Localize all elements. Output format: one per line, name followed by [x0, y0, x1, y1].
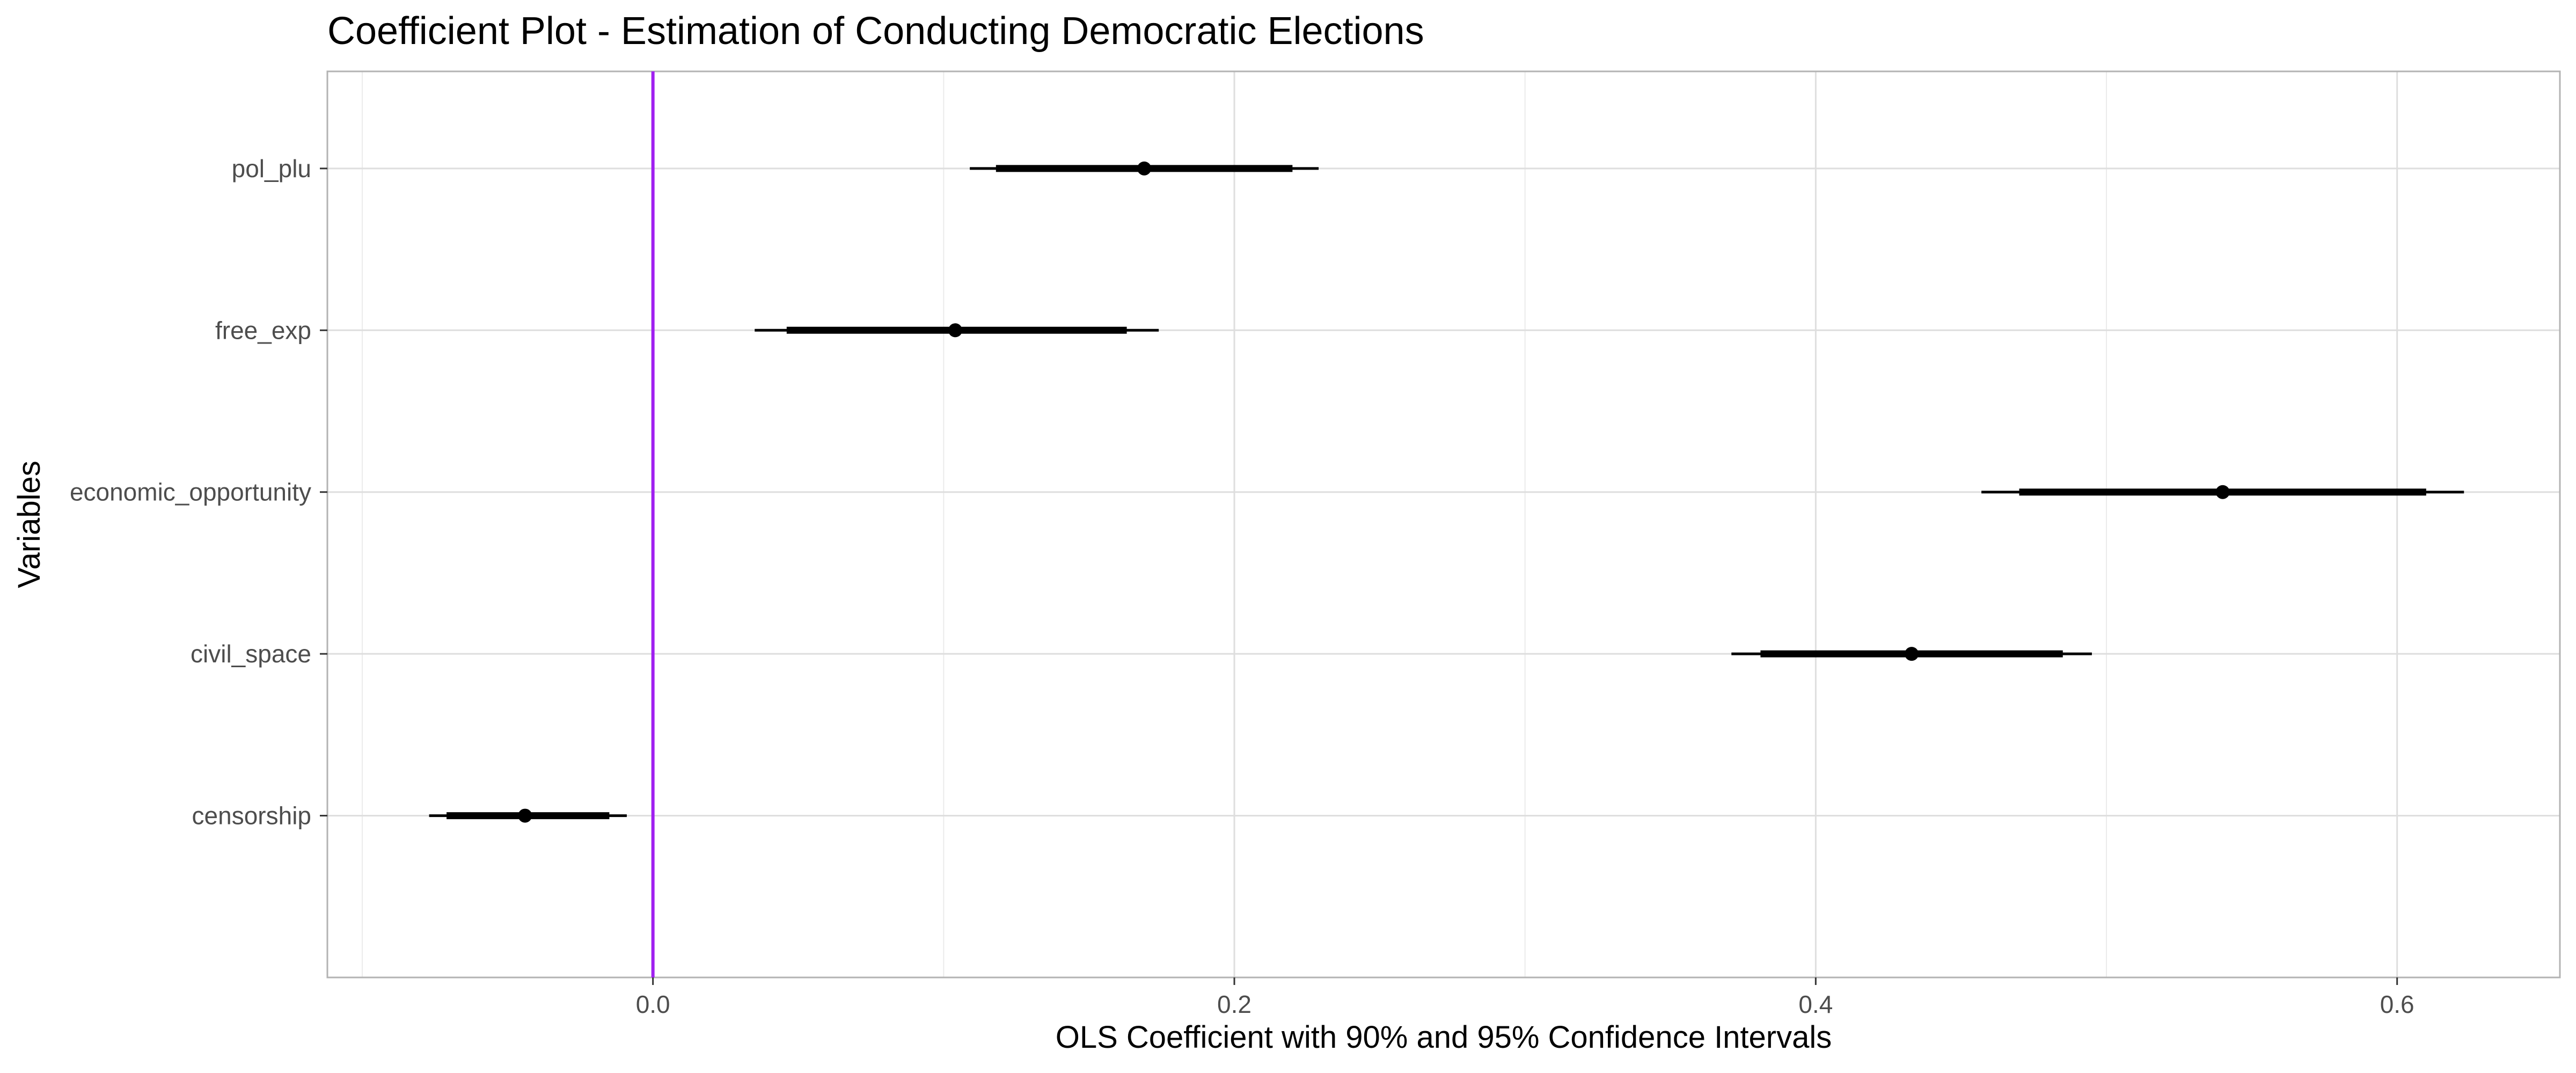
y-tick-label: pol_plu	[232, 155, 311, 183]
x-tick-label: 0.4	[1798, 990, 1833, 1018]
estimate-point	[1137, 161, 1152, 176]
y-axis-title: Variables	[12, 461, 47, 588]
y-tick-label: censorship	[192, 802, 311, 830]
x-axis-tick-labels: 0.0 0.2 0.4 0.6	[636, 977, 2414, 1018]
x-axis-title: OLS Coefficient with 90% and 95% Confide…	[1056, 1020, 1832, 1055]
coefficient-row-censorship	[429, 808, 627, 823]
estimate-point	[518, 808, 532, 823]
y-tick-label: economic_opportunity	[70, 478, 311, 506]
coefficient-row-pol_plu	[970, 161, 1319, 176]
estimate-point	[948, 323, 962, 338]
x-tick-label: 0.0	[636, 990, 670, 1018]
chart-title: Coefficient Plot - Estimation of Conduct…	[327, 10, 1424, 53]
coefficient-row-economic_opportunity	[1981, 485, 2464, 499]
y-axis-tick-labels: pol_plu free_exp economic_opportunitycivil…	[70, 155, 327, 830]
y-tick-label: civil_space	[191, 640, 311, 668]
x-tick-label: 0.6	[2380, 990, 2414, 1018]
coefficient-row-civil_space	[1731, 647, 2092, 661]
x-tick-label: 0.2	[1217, 990, 1252, 1018]
estimate-point	[2215, 485, 2230, 499]
y-tick-label: free_exp	[215, 316, 311, 344]
estimate-point	[1905, 647, 1919, 661]
coefficient-marks	[429, 161, 2464, 823]
coefficient-row-free_exp	[755, 323, 1159, 338]
plot-panel-border	[326, 70, 2561, 979]
